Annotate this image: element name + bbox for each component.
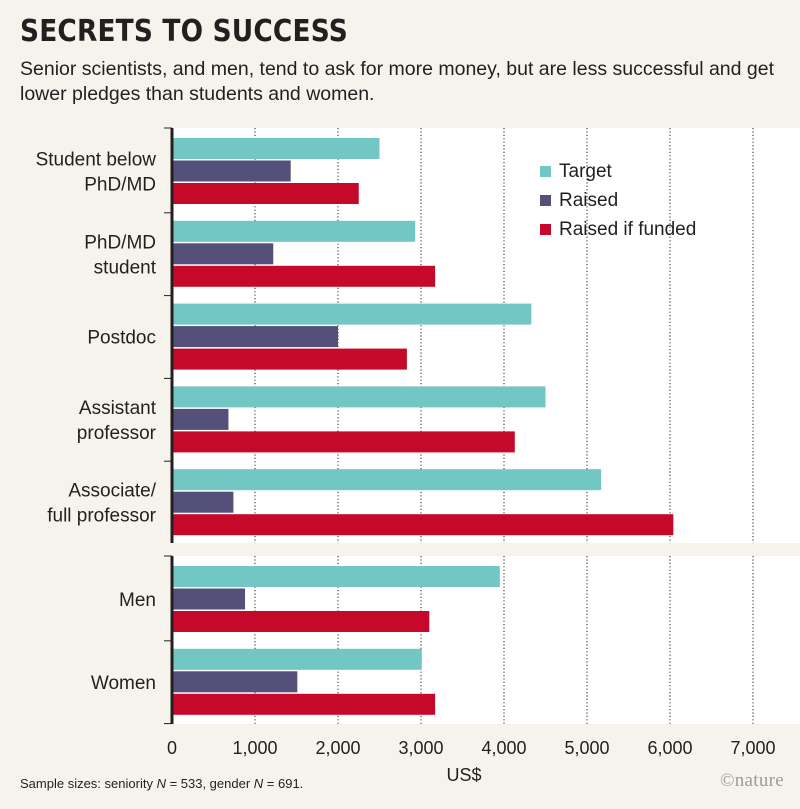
legend-swatch-target — [540, 166, 551, 177]
bar-raised-if-funded — [172, 431, 515, 453]
x-tick-label: 4,000 — [481, 738, 526, 758]
category-label: PhD/MD student — [84, 232, 157, 278]
bar-raised-if-funded — [172, 693, 436, 715]
chart-axis — [164, 127, 174, 725]
x-tick-label: 0 — [167, 738, 177, 758]
bar-raised — [172, 326, 338, 348]
bar-raised — [172, 588, 246, 610]
bar-raised — [172, 491, 234, 513]
legend-label: Target — [559, 161, 613, 182]
bar-target — [172, 220, 416, 242]
x-tick-label: 5,000 — [564, 738, 609, 758]
bar-raised — [172, 243, 274, 265]
x-tick-label: 6,000 — [647, 738, 692, 758]
legend-label: Raised — [559, 190, 618, 211]
x-tick-label: 2,000 — [315, 738, 360, 758]
bar-target — [172, 566, 500, 587]
legend-swatch-raised-if-funded — [540, 224, 551, 235]
bar-target — [172, 386, 546, 408]
x-tick-labels: 0 1,000 2,000 3,000 4,000 5,000 6,000 7,000 — [167, 738, 776, 758]
category-label: Men — [119, 590, 156, 611]
category-label: Associate/full professor — [47, 481, 156, 527]
bar-raised-if-funded — [172, 183, 359, 204]
x-tick-label: 3,000 — [398, 738, 443, 758]
nature-logo: ©nature — [719, 770, 784, 791]
chart-bars — [172, 138, 674, 715]
category-label: Women — [91, 673, 156, 694]
x-tick-label: 1,000 — [232, 738, 277, 758]
legend-swatch-raised — [540, 195, 551, 206]
category-label: Student below PhD/MD — [36, 150, 157, 196]
chart-subtitle: Senior scientists, and men, tend to ask … — [20, 58, 775, 105]
chart-title: SECRETS TO SUCCESS — [20, 14, 348, 49]
chart-panels — [172, 128, 800, 724]
bar-raised — [172, 671, 298, 693]
bar-raised-if-funded — [172, 348, 407, 370]
bar-target — [172, 469, 602, 491]
bar-raised-if-funded — [172, 265, 436, 287]
bar-target — [172, 648, 422, 670]
sample-size-footnote: Sample sizes: seniority N = 533, gender … — [20, 776, 304, 791]
bar-raised-if-funded — [172, 611, 430, 632]
x-tick-label: 7,000 — [730, 738, 775, 758]
category-label: Postdoc — [87, 328, 156, 349]
bar-target — [172, 138, 380, 159]
chart-legend: Target Raised Raised if funded — [540, 161, 696, 240]
bar-raised — [172, 160, 291, 182]
x-axis-label: US$ — [446, 765, 481, 785]
legend-label: Raised if funded — [559, 219, 696, 240]
bar-raised-if-funded — [172, 514, 674, 536]
bar-target — [172, 303, 532, 325]
bar-raised — [172, 408, 229, 430]
category-labels: Student below PhD/MD PhD/MD student Postdoc A… — [36, 150, 157, 694]
category-label: Assistant professor — [77, 398, 157, 444]
